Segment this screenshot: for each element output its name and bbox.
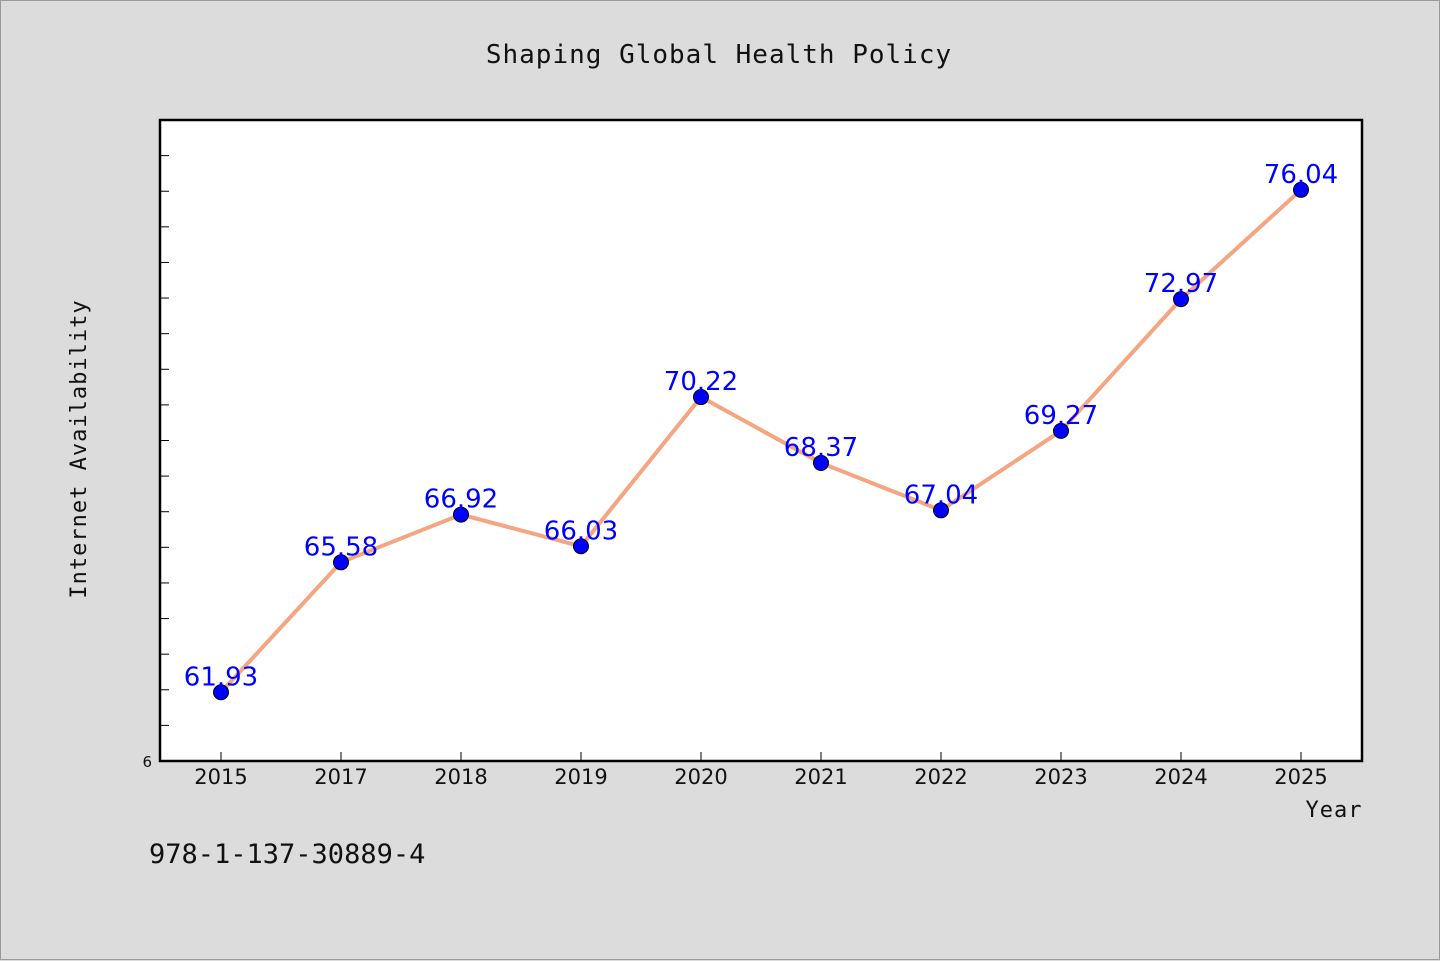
data-label: 76.04 <box>1264 160 1338 190</box>
data-point <box>813 454 829 471</box>
x-tick-label: 2021 <box>794 765 847 789</box>
data-label: 69.27 <box>1024 401 1098 431</box>
x-axis-ticks: 2015 2017 2018 2019 2020 2021 2022 2023 2024 2025 <box>194 752 1328 789</box>
plot-area <box>158 118 1364 763</box>
data-point <box>213 684 229 701</box>
data-label: 66.92 <box>424 485 498 515</box>
data-label: 67.04 <box>904 480 978 510</box>
x-tick-label: 2025 <box>1274 765 1327 789</box>
x-tick-label: 2024 <box>1154 765 1207 789</box>
data-point <box>1173 291 1189 308</box>
chart-title: Shaping Global Health Policy <box>486 40 952 70</box>
data-point <box>1293 181 1309 198</box>
data-label: 65.58 <box>304 532 378 562</box>
series-group <box>219 187 1303 695</box>
data-point <box>933 502 949 519</box>
data-point <box>333 554 349 571</box>
data-label: 68.37 <box>784 433 858 463</box>
data-point <box>693 389 709 406</box>
data-point <box>1053 422 1069 439</box>
x-axis-label: Year <box>1306 798 1363 823</box>
data-label: 72.97 <box>1144 269 1218 299</box>
y-axis-ticks: 6 <box>142 155 169 771</box>
markers-group <box>213 181 1309 701</box>
x-tick-label: 2017 <box>314 765 367 789</box>
data-label: 70.22 <box>664 367 738 397</box>
y-axis-label: Internet Availability <box>67 299 92 598</box>
x-tick-label: 2019 <box>554 765 607 789</box>
data-labels-group: 61.93 65.58 66.92 66.03 70.22 68.37 67.04 69.27… <box>184 160 1338 692</box>
data-point <box>573 538 589 555</box>
series-line <box>219 187 1303 695</box>
data-point <box>453 506 469 523</box>
footer-isbn: 978-1-137-30889-4 <box>149 839 425 870</box>
y-tick-label: 6 <box>142 753 152 771</box>
x-tick-label: 2023 <box>1034 765 1087 789</box>
x-tick-label: 2015 <box>194 765 247 789</box>
x-tick-label: 2018 <box>434 765 487 789</box>
x-tick-label: 2022 <box>914 765 967 789</box>
data-label: 66.03 <box>544 516 618 546</box>
x-tick-label: 2020 <box>674 765 727 789</box>
data-label: 61.93 <box>184 662 258 692</box>
